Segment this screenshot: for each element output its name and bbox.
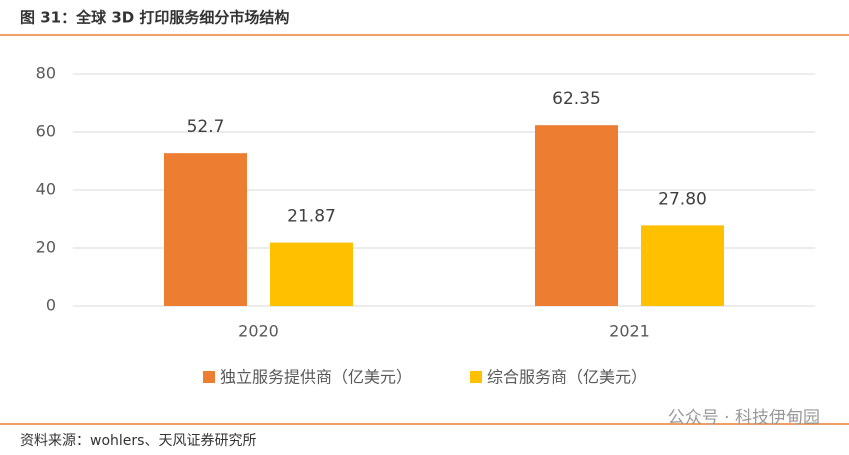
x-tick-label: 2021 — [609, 322, 650, 341]
source-note: 资料来源：wohlers、天风证券研究所 — [20, 433, 256, 449]
legend-swatch — [470, 371, 482, 383]
chart-title: 图 31：全球 3D 打印服务细分市场结构 — [20, 9, 289, 27]
bar — [535, 125, 618, 306]
y-tick-label: 40 — [36, 180, 56, 199]
watermark: 公众号 · 科技伊甸园 — [668, 408, 820, 428]
y-tick-label: 80 — [36, 64, 56, 83]
y-tick-label: 60 — [36, 122, 56, 141]
legend-label: 独立服务提供商（亿美元） — [220, 368, 412, 387]
value-label: 52.7 — [187, 117, 225, 137]
y-tick-label: 20 — [36, 238, 56, 257]
legend-swatch — [203, 371, 215, 383]
value-label: 21.87 — [287, 207, 336, 227]
legend-label: 综合服务商（亿美元） — [487, 368, 647, 387]
bar — [641, 225, 724, 306]
x-tick-label: 2020 — [238, 322, 279, 341]
value-label: 27.80 — [658, 189, 707, 209]
bar — [164, 153, 247, 306]
value-label: 62.35 — [552, 89, 601, 109]
bar — [270, 242, 353, 306]
y-tick-label: 0 — [46, 296, 56, 315]
